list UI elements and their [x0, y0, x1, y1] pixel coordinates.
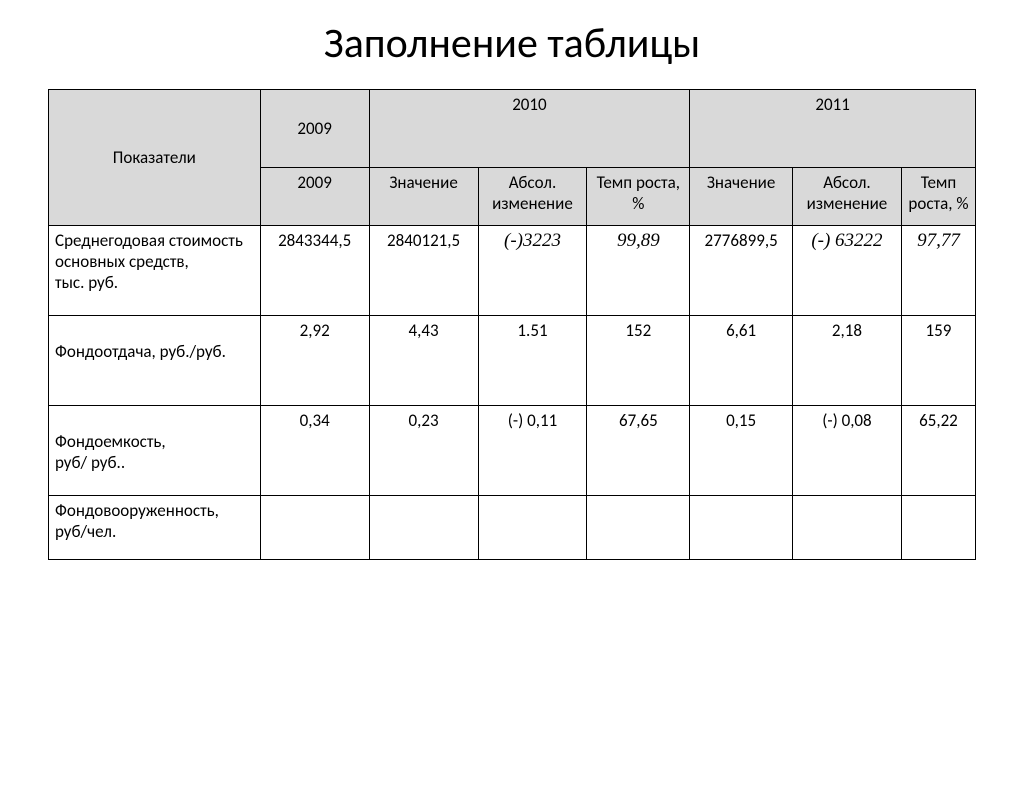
- table-body: Среднегодовая стоимость основных средств…: [49, 226, 976, 560]
- col-header-2011: 2011: [690, 90, 976, 168]
- table-cell: [478, 496, 587, 560]
- table-cell: 1.51: [478, 316, 587, 406]
- table-row: Фондовооруженность, руб/чел.: [49, 496, 976, 560]
- table-cell: (-) 0,11: [478, 406, 587, 496]
- col-header-2010: 2010: [369, 90, 690, 168]
- table-cell: 6,61: [690, 316, 793, 406]
- table-cell: [901, 496, 975, 560]
- table-cell: 67,65: [587, 406, 690, 496]
- table-cell: (-) 63222: [792, 226, 901, 316]
- sub-header-abs-2010: Абсол. изменение: [478, 168, 587, 226]
- row-label: Фондоемкость, руб/ руб..: [49, 406, 261, 496]
- table-cell: 0,23: [369, 406, 478, 496]
- table-cell: 4,43: [369, 316, 478, 406]
- table-cell: 0,34: [260, 406, 369, 496]
- table-cell: 159: [901, 316, 975, 406]
- table-cell: 2,92: [260, 316, 369, 406]
- table-cell: 99,89: [587, 226, 690, 316]
- table-cell: 2,18: [792, 316, 901, 406]
- sub-header-rate-2010: Темп роста, %: [587, 168, 690, 226]
- table-cell: [587, 496, 690, 560]
- row-label: Фондоотдача, руб./руб.: [49, 316, 261, 406]
- table-row: Фондоемкость, руб/ руб..0,340,23(-) 0,11…: [49, 406, 976, 496]
- row-label: Среднегодовая стоимость основных средств…: [49, 226, 261, 316]
- table-cell: [792, 496, 901, 560]
- table-cell: (-) 0,08: [792, 406, 901, 496]
- table-cell: 2843344,5: [260, 226, 369, 316]
- sub-header-abs-2011: Абсол. изменение: [792, 168, 901, 226]
- table-header-row-1: Показатели 2009 2010 2011: [49, 90, 976, 168]
- sub-header-value-2011: Значение: [690, 168, 793, 226]
- table-row: Среднегодовая стоимость основных средств…: [49, 226, 976, 316]
- page-title: Заполнение таблицы: [0, 18, 1024, 69]
- sub-header-rate-2011: Темп роста, %: [901, 168, 975, 226]
- table-cell: [260, 496, 369, 560]
- table-cell: [369, 496, 478, 560]
- table-cell: 152: [587, 316, 690, 406]
- data-table: Показатели 2009 2010 2011 2009 Значение …: [48, 89, 976, 560]
- row-label: Фондовооруженность, руб/чел.: [49, 496, 261, 560]
- table-container: Показатели 2009 2010 2011 2009 Значение …: [0, 89, 1024, 560]
- table-cell: 2776899,5: [690, 226, 793, 316]
- sub-header-value-2010: Значение: [369, 168, 478, 226]
- table-row: Фондоотдача, руб./руб.2,924,431.511526,6…: [49, 316, 976, 406]
- table-cell: (-)3223: [478, 226, 587, 316]
- col-header-2009: 2009: [260, 90, 369, 168]
- sub-header-2009: 2009: [260, 168, 369, 226]
- table-cell: 97,77: [901, 226, 975, 316]
- table-cell: 2840121,5: [369, 226, 478, 316]
- table-cell: 0,15: [690, 406, 793, 496]
- table-cell: [690, 496, 793, 560]
- col-header-indicator: Показатели: [49, 90, 261, 226]
- table-cell: 65,22: [901, 406, 975, 496]
